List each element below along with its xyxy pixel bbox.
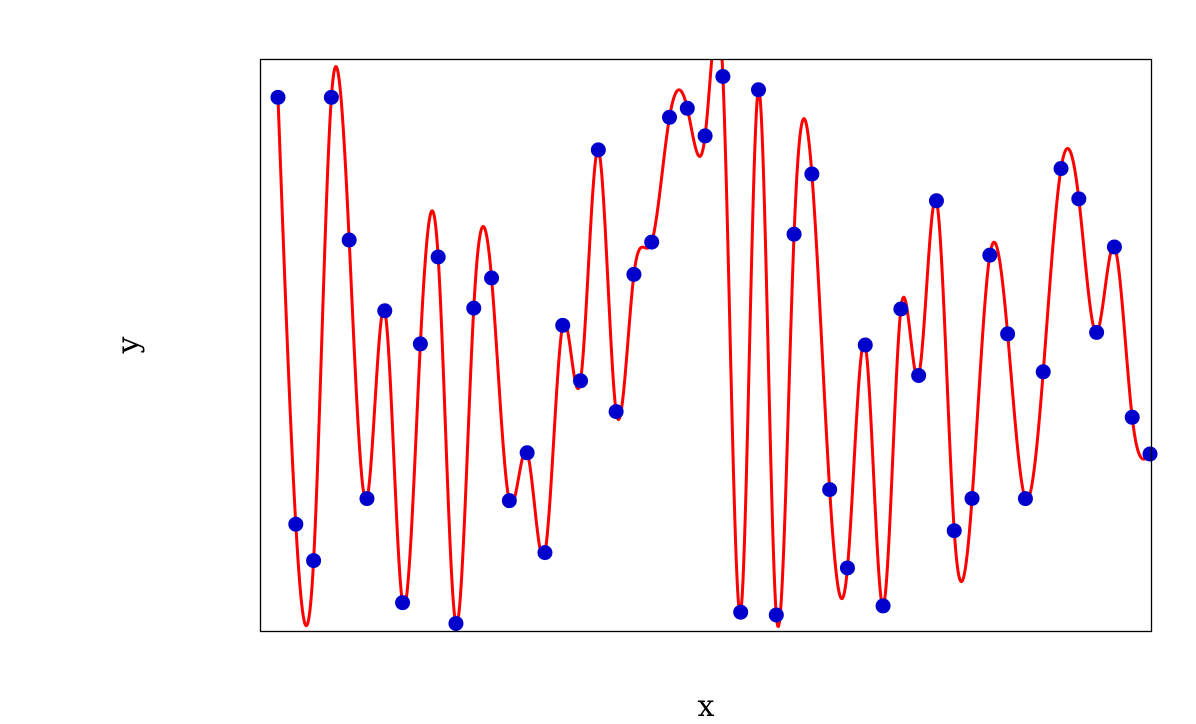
data-point [359, 491, 375, 507]
data-point [786, 226, 802, 242]
data-point [1089, 324, 1105, 340]
data-point [430, 249, 446, 265]
data-point [1000, 326, 1016, 342]
chart-marks [270, 59, 1158, 631]
data-point [893, 301, 909, 317]
data-point [982, 247, 998, 263]
data-point [1106, 239, 1122, 255]
data-point [590, 142, 606, 158]
data-point [608, 404, 624, 420]
data-point [1142, 446, 1158, 462]
data-point [341, 232, 357, 248]
data-point [822, 482, 838, 498]
data-point [1053, 161, 1069, 177]
data-point [839, 560, 855, 576]
data-point [448, 615, 464, 631]
data-point [679, 100, 695, 116]
data-point [377, 303, 393, 319]
data-point [662, 109, 678, 125]
data-point [1017, 491, 1033, 507]
data-point [395, 595, 411, 611]
data-point [626, 266, 642, 282]
data-point [964, 490, 980, 506]
data-point [323, 89, 339, 105]
data-point [928, 193, 944, 209]
data-point [875, 598, 891, 614]
data-point [466, 300, 482, 316]
data-point [715, 69, 731, 84]
data-point [1124, 409, 1140, 425]
data-point [750, 82, 766, 98]
spline-curve [276, 59, 1152, 628]
data-point [573, 373, 589, 389]
data-point [555, 317, 571, 333]
data-point [733, 604, 749, 620]
data-point [306, 553, 322, 569]
data-point [270, 89, 286, 105]
data-point [412, 336, 428, 352]
data-point [768, 607, 784, 623]
x-axis-label: x [698, 689, 715, 724]
data-point [644, 234, 660, 250]
data-point [911, 367, 927, 383]
data-point [946, 523, 962, 539]
data-point [501, 493, 517, 509]
data-point [804, 166, 820, 182]
plot-frame [259, 58, 1153, 633]
data-point [697, 128, 713, 144]
data-point [519, 445, 535, 461]
data-point [484, 270, 500, 286]
data-point [857, 337, 873, 353]
y-axis-label: y [111, 336, 146, 354]
data-point [537, 545, 553, 561]
data-point [1071, 191, 1087, 207]
data-point [288, 516, 304, 532]
data-point [1035, 364, 1051, 380]
